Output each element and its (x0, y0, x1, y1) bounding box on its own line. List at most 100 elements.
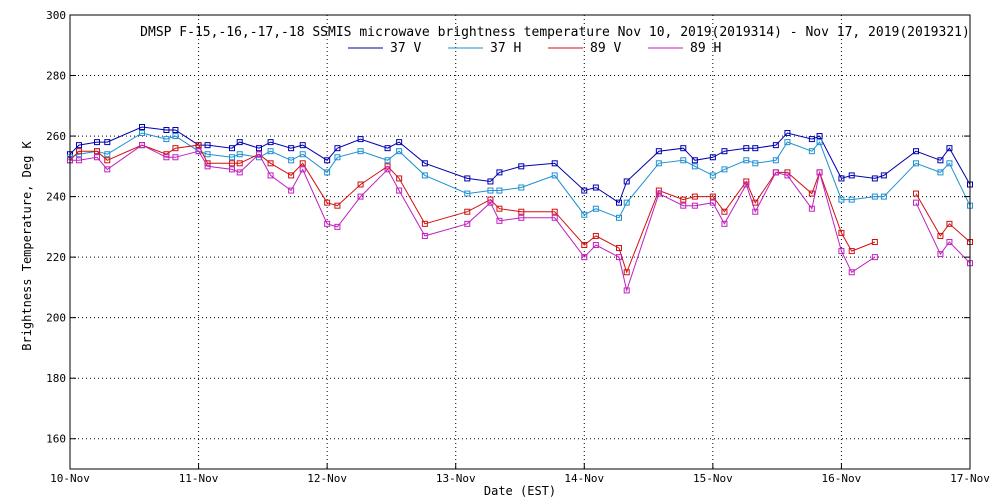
data-point (838, 229, 845, 236)
data-point (784, 139, 791, 146)
data-point (551, 172, 558, 179)
data-point (163, 127, 170, 134)
data-point (487, 199, 494, 206)
x-tick-label: 17-Nov (950, 472, 990, 485)
data-point (752, 208, 759, 215)
data-point (691, 202, 698, 209)
x-tick-label: 14-Nov (564, 472, 604, 485)
data-point (324, 220, 331, 227)
data-point (743, 157, 750, 164)
data-point (871, 254, 878, 261)
data-point (236, 151, 243, 158)
data-point (848, 248, 855, 255)
data-point (680, 157, 687, 164)
series-37-h (67, 130, 973, 221)
data-point (721, 220, 728, 227)
data-point (937, 232, 944, 239)
data-point (581, 254, 588, 261)
data-point (772, 169, 779, 176)
data-point (236, 160, 243, 167)
data-point (357, 181, 364, 188)
data-point (838, 196, 845, 203)
data-point (848, 196, 855, 203)
series-line-89-h (70, 144, 876, 293)
data-point (655, 148, 662, 155)
data-point (396, 175, 403, 182)
data-point (772, 157, 779, 164)
data-point (236, 139, 243, 146)
data-point (204, 151, 211, 158)
data-point (816, 169, 823, 176)
data-point (496, 217, 503, 224)
data-point (913, 148, 919, 155)
data-point (94, 154, 100, 161)
legend-label-37-v: 37 V (390, 41, 421, 56)
data-point (616, 199, 622, 206)
data-point (204, 163, 211, 170)
legend: 37 V 37 H 89 V 89 H (348, 41, 721, 56)
data-point (384, 166, 391, 173)
data-point (848, 172, 855, 179)
data-point (709, 154, 716, 161)
data-point (743, 181, 750, 188)
data-point (691, 193, 698, 200)
data-point (808, 136, 815, 143)
data-point (772, 142, 779, 149)
data-point (384, 157, 391, 164)
data-point (236, 169, 243, 176)
data-point (655, 190, 662, 197)
data-point (680, 202, 687, 209)
data-point (464, 190, 471, 197)
data-point (623, 269, 630, 276)
data-point (334, 145, 341, 152)
data-point (838, 175, 845, 182)
data-point (784, 172, 791, 179)
grid (70, 15, 970, 469)
data-point (256, 151, 262, 158)
data-point (871, 193, 878, 200)
series-89-h (67, 142, 973, 294)
y-tick-label: 220 (46, 251, 66, 264)
data-point (518, 214, 525, 221)
y-tick-label: 200 (46, 312, 66, 325)
data-point (357, 136, 364, 143)
data-point (721, 148, 728, 155)
data-point (324, 199, 331, 206)
data-point (139, 130, 145, 137)
data-point (76, 157, 82, 164)
data-point (623, 287, 630, 294)
data-point (518, 184, 525, 191)
data-point (195, 148, 202, 155)
data-point (163, 151, 170, 158)
data-point (267, 160, 274, 167)
data-point (721, 208, 728, 215)
data-point (946, 145, 953, 152)
data-point (172, 127, 179, 134)
data-point (946, 160, 953, 167)
data-point (76, 148, 82, 155)
data-point (913, 190, 919, 197)
data-point (581, 187, 588, 194)
data-point (163, 154, 170, 161)
data-point (396, 139, 403, 146)
x-axis-label: Date (EST) (484, 484, 556, 498)
chart-title: DMSP F-15,-16,-17,-18 SSMIS microwave br… (140, 25, 970, 40)
series-line-37-v (69, 126, 971, 204)
data-point (680, 196, 687, 203)
data-point (581, 242, 588, 249)
series-line-37-h (69, 132, 971, 219)
data-point (267, 148, 274, 155)
data-point (229, 145, 235, 152)
data-point (709, 172, 716, 179)
data-point (76, 142, 82, 149)
data-point (880, 172, 887, 179)
data-point (139, 142, 145, 149)
y-axis-label: Brightness Temperature, Deg K (20, 140, 34, 350)
data-point (616, 214, 622, 221)
data-point (913, 199, 919, 206)
data-point (288, 172, 295, 179)
data-point (104, 151, 111, 158)
data-point (816, 139, 823, 146)
data-point (680, 145, 687, 152)
x-tick-label: 10-Nov (50, 472, 90, 485)
